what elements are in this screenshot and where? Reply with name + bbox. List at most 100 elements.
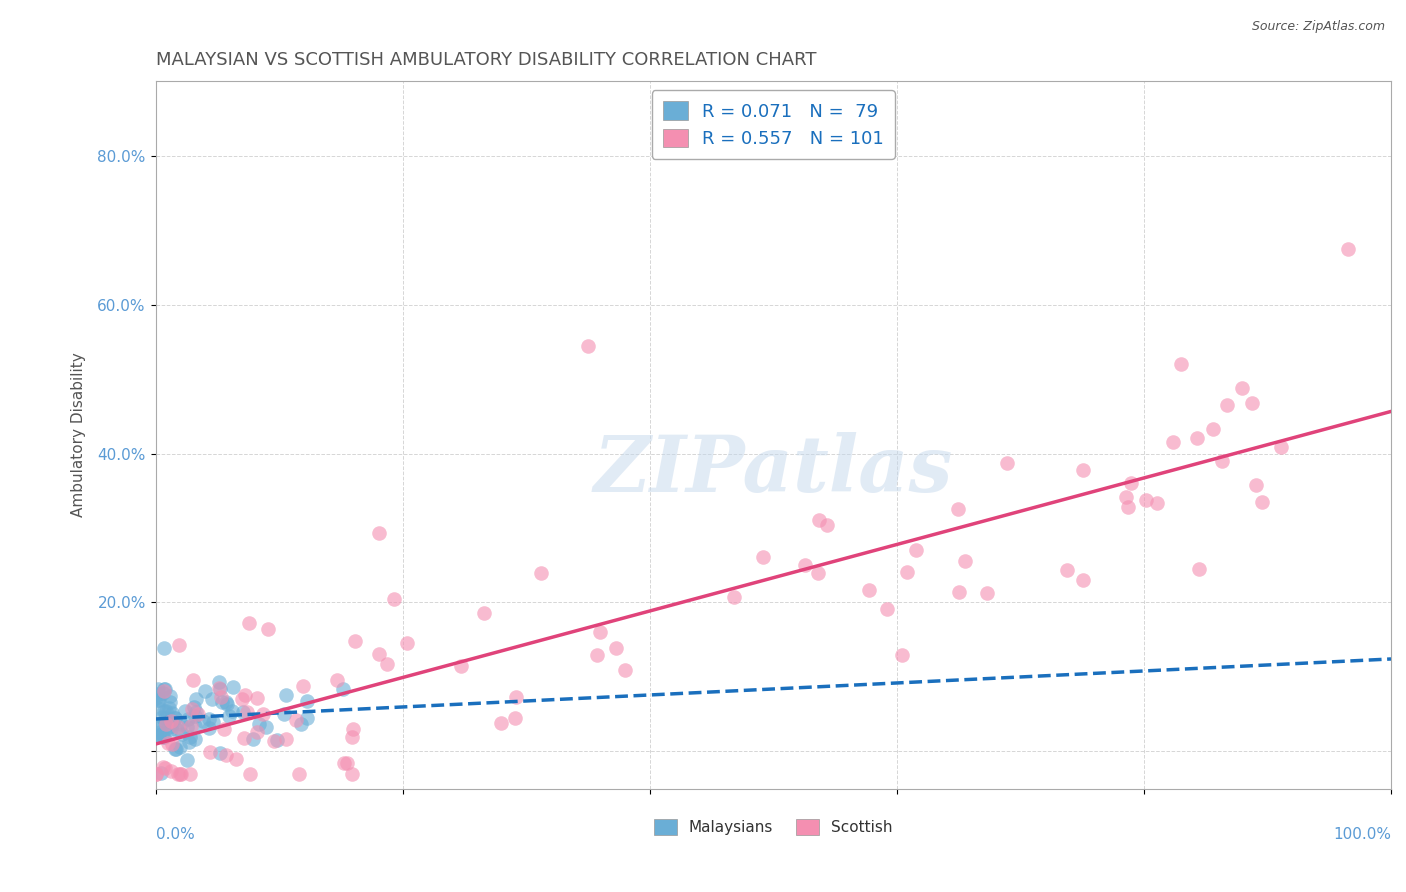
- Point: [153, 715, 176, 730]
- Point: [576, 338, 599, 352]
- Point: [290, 717, 312, 731]
- Point: [148, 692, 170, 706]
- Text: 100.0%: 100.0%: [1333, 828, 1391, 842]
- Point: [187, 707, 209, 722]
- Point: [284, 713, 307, 727]
- Point: [246, 725, 269, 739]
- Point: [145, 766, 167, 780]
- Point: [160, 737, 183, 751]
- Legend: Malaysians, Scottish: Malaysians, Scottish: [648, 813, 898, 841]
- Point: [263, 734, 285, 748]
- Point: [1170, 357, 1192, 371]
- Point: [953, 554, 976, 568]
- Point: [153, 683, 176, 698]
- Point: [166, 723, 188, 737]
- Point: [242, 731, 264, 746]
- Point: [333, 756, 356, 771]
- Point: [146, 701, 169, 715]
- Point: [184, 706, 207, 720]
- Point: [198, 745, 221, 759]
- Point: [233, 688, 256, 702]
- Point: [157, 736, 180, 750]
- Point: [149, 718, 172, 732]
- Point: [183, 700, 205, 714]
- Point: [159, 714, 181, 729]
- Point: [472, 607, 495, 621]
- Point: [194, 684, 217, 698]
- Point: [273, 707, 295, 722]
- Point: [256, 623, 278, 637]
- Point: [342, 730, 364, 744]
- Point: [166, 766, 188, 780]
- Point: [291, 679, 314, 693]
- Point: [184, 708, 207, 723]
- Point: [326, 673, 349, 687]
- Point: [236, 705, 259, 719]
- Point: [162, 716, 184, 731]
- Point: [166, 721, 188, 735]
- Point: [198, 713, 221, 727]
- Point: [946, 502, 969, 516]
- Point: [174, 704, 197, 718]
- Point: [1163, 434, 1185, 449]
- Point: [613, 663, 636, 677]
- Point: [221, 704, 243, 718]
- Point: [806, 566, 828, 580]
- Point: [976, 586, 998, 600]
- Point: [180, 719, 202, 733]
- Point: [146, 687, 169, 701]
- Point: [948, 584, 970, 599]
- Point: [214, 723, 236, 737]
- Point: [155, 716, 177, 731]
- Point: [239, 766, 262, 780]
- Point: [1211, 454, 1233, 468]
- Point: [491, 716, 513, 731]
- Point: [276, 731, 298, 746]
- Text: ZIPatlas: ZIPatlas: [593, 432, 953, 508]
- Point: [150, 766, 173, 780]
- Point: [1230, 381, 1253, 395]
- Point: [180, 702, 202, 716]
- Point: [152, 759, 174, 773]
- Point: [396, 636, 419, 650]
- Point: [209, 746, 232, 760]
- Point: [159, 695, 181, 709]
- Point: [247, 716, 270, 731]
- Point: [1215, 397, 1237, 411]
- Point: [1146, 496, 1168, 510]
- Point: [295, 694, 318, 708]
- Point: [344, 634, 367, 648]
- Point: [1071, 463, 1094, 477]
- Point: [167, 638, 190, 652]
- Point: [793, 558, 815, 573]
- Point: [170, 766, 193, 780]
- Point: [208, 681, 231, 696]
- Point: [179, 735, 201, 749]
- Point: [605, 641, 627, 656]
- Point: [891, 648, 914, 662]
- Point: [184, 732, 207, 747]
- Point: [332, 681, 354, 696]
- Point: [153, 640, 176, 655]
- Point: [163, 711, 186, 725]
- Point: [153, 711, 176, 725]
- Point: [1135, 492, 1157, 507]
- Point: [588, 625, 610, 640]
- Point: [1244, 477, 1267, 491]
- Point: [995, 457, 1018, 471]
- Point: [896, 565, 918, 579]
- Point: [858, 582, 880, 597]
- Point: [159, 689, 181, 703]
- Point: [145, 766, 167, 780]
- Point: [201, 714, 224, 729]
- Point: [145, 729, 167, 743]
- Point: [1056, 564, 1078, 578]
- Point: [1202, 422, 1225, 436]
- Point: [181, 673, 204, 687]
- Point: [159, 722, 181, 736]
- Point: [211, 695, 233, 709]
- Point: [165, 742, 187, 756]
- Point: [1119, 476, 1142, 491]
- Point: [505, 690, 527, 704]
- Point: [904, 542, 927, 557]
